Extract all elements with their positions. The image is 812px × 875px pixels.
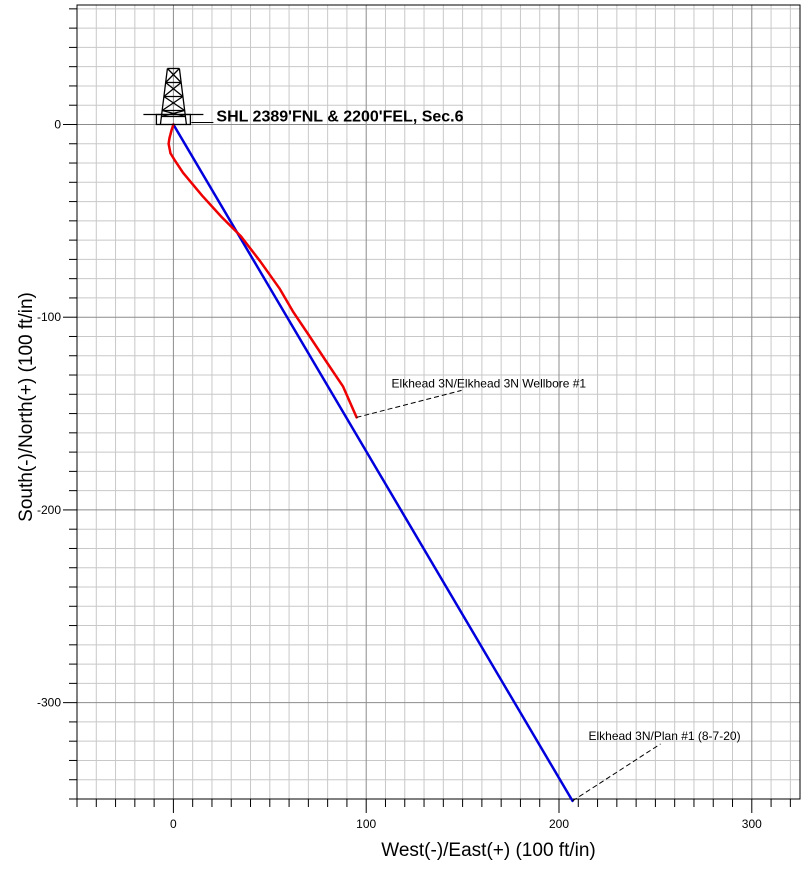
y-tick-label: -200 <box>37 503 61 517</box>
x-tick-label: 200 <box>549 817 569 831</box>
x-axis-title: West(-)/East(+) (100 ft/in) <box>381 840 596 861</box>
shl-label: SHL 2389'FNL & 2200'FEL, Sec.6 <box>216 108 463 125</box>
x-tick-label: 300 <box>742 817 762 831</box>
axis-ticks <box>63 8 791 813</box>
rig-brace <box>161 109 185 118</box>
rig-brace <box>161 95 184 112</box>
rig-brace <box>163 81 182 97</box>
series-layer <box>167 123 574 803</box>
x-tick-label: 0 <box>170 817 177 831</box>
plan-leader <box>572 743 661 802</box>
rig-brace <box>163 95 186 112</box>
plot-frame <box>76 4 801 800</box>
y-axis-title: South(-)/North(+) (100 ft/in) <box>16 292 37 522</box>
rig-brace <box>165 81 184 97</box>
tick-labels: 0 100 200 300 0 -100 -200 -300 <box>37 117 762 831</box>
rig-brace <box>166 68 182 83</box>
rig-brace <box>165 68 180 83</box>
minor-grid <box>76 5 800 800</box>
y-tick-label: -300 <box>37 696 61 710</box>
major-grid <box>77 5 800 799</box>
y-tick-label: -100 <box>37 310 61 324</box>
x-tick-label: 100 <box>356 817 376 831</box>
y-tick-label: 0 <box>54 117 61 131</box>
plan-line <box>172 123 574 803</box>
rig-base <box>155 113 192 126</box>
drilling-rig-icon <box>143 67 204 126</box>
wellbore-leader <box>356 389 462 418</box>
plan-label: Elkhead 3N/Plan #1 (8-7-20) <box>588 729 740 743</box>
wellbore-label: Elkhead 3N/Elkhead 3N Wellbore #1 <box>392 376 587 390</box>
annotation-layer: SHL 2389'FNL & 2200'FEL, Sec.6 Elkhead 3N… <box>143 67 741 802</box>
actual-wellbore-line <box>167 123 358 419</box>
